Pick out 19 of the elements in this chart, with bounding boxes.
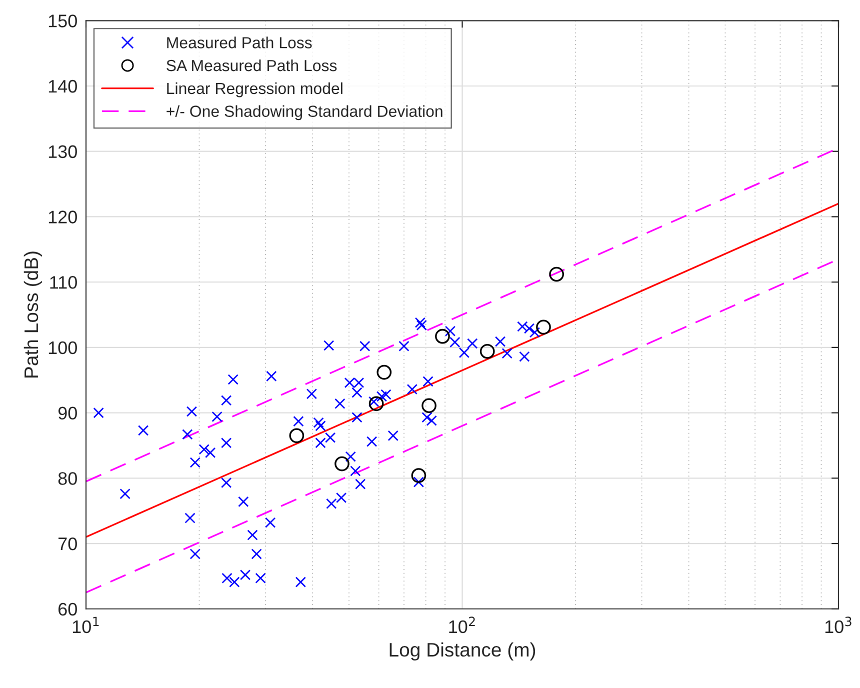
y-tick-label: 150 — [48, 14, 77, 28]
x-tick-label: 10$^{2}$ — [449, 616, 475, 634]
y-tick-label: 110 — [50, 276, 77, 289]
y-tick-label: 90 — [58, 406, 77, 420]
y-axis-title: Path Loss (dB) — [24, 252, 42, 378]
y-tick-label: 130 — [48, 145, 77, 158]
y-tick-label: 120 — [48, 210, 77, 224]
legend-label: Linear Regression model — [167, 82, 342, 98]
x-axis-title: Log Distance (m) — [390, 642, 536, 661]
y-tick-label: 140 — [48, 80, 77, 93]
x-tick-label: 10$^{3}$ — [825, 616, 852, 634]
y-tick-label: 100 — [48, 341, 77, 354]
y-tick-label: 60 — [58, 602, 77, 616]
legend-label: Measured Path Loss — [167, 36, 312, 48]
y-tick-label: 70 — [58, 537, 77, 550]
legend-label: +/- One Shadowing Standard Deviation — [166, 105, 442, 120]
y-tick-label: 80 — [58, 472, 77, 485]
x-tick-label: 10$^{1}$ — [72, 616, 99, 634]
legend-label: SA Measured Path Loss — [166, 59, 337, 72]
